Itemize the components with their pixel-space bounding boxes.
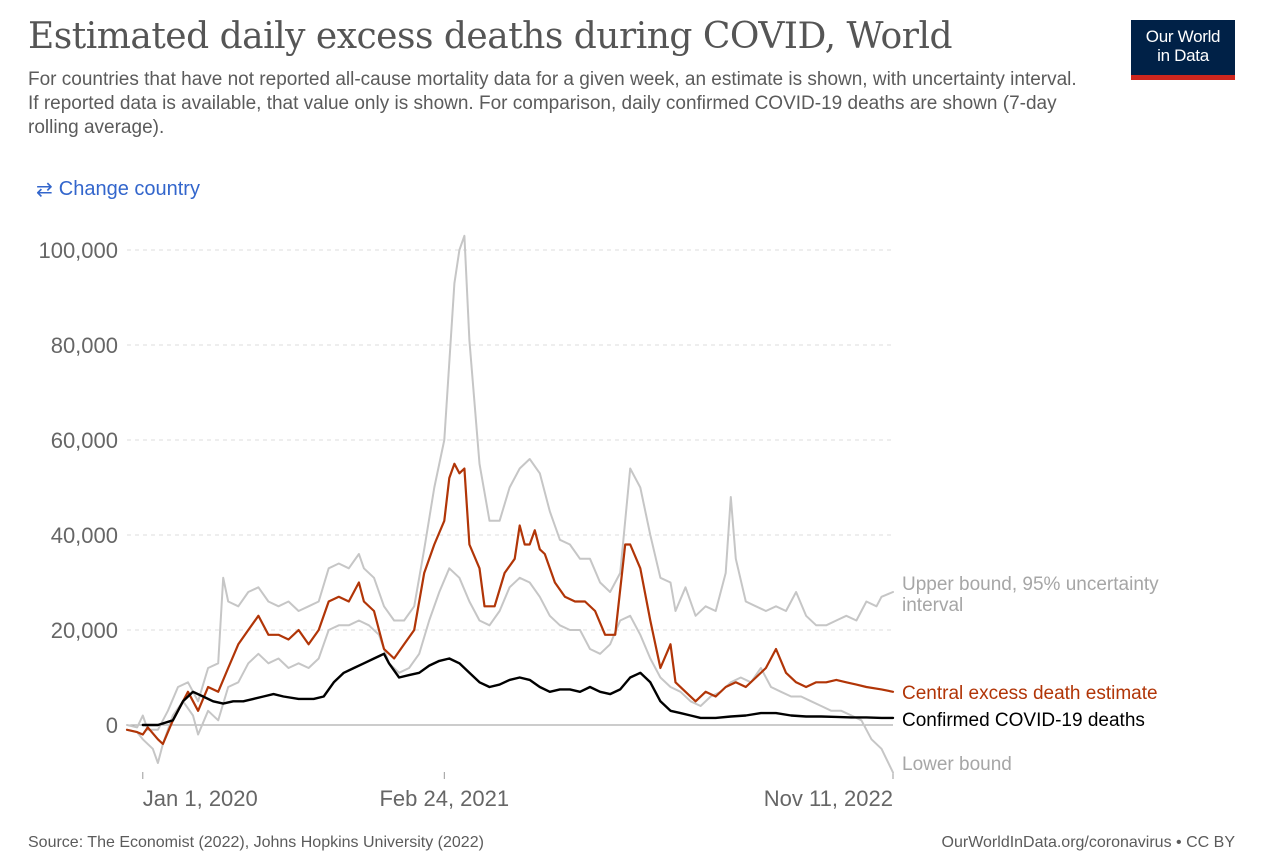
coronavirus-link[interactable]: OurWorldInData.org/coronavirus [941,834,1172,851]
source-note: Source: The Economist (2022), Johns Hopk… [28,834,484,851]
footer-right: OurWorldInData.org/coronavirus • CC BY [942,834,1235,852]
license-label: CC BY [1186,834,1235,851]
change-country-label: Change country [58,178,200,200]
owid-logo[interactable]: Our World in Data [1131,20,1235,80]
upper-bound-line[interactable] [126,234,894,731]
x-tick-label: Nov 11, 2022 [764,786,893,811]
chart-title: Estimated daily excess deaths during COV… [28,16,953,57]
y-tick-label: 80,000 [51,333,118,358]
central-estimate-legend-label[interactable]: Central excess death estimate [902,683,1158,704]
lower-bound-line[interactable] [126,567,894,774]
confirmed-deaths-line[interactable] [141,652,895,727]
y-tick-label: 0 [106,713,118,738]
chart-subtitle: For countries that have not reported all… [28,69,1077,138]
x-tick-label: Feb 24, 2021 [379,786,509,811]
change-country-button[interactable]: ⇄ Change country [36,178,200,201]
footer-separator: • [1176,834,1182,851]
y-tick-label: 100,000 [38,238,118,263]
central-estimate-line[interactable] [125,462,895,746]
y-tick-label: 40,000 [51,523,118,548]
upper-bound-legend-label[interactable]: Upper bound, 95% uncertainty interval [902,574,1159,616]
y-tick-label: 20,000 [51,618,118,643]
logo-line-1: Our World [1145,27,1221,46]
logo-line-2: in Data [1157,46,1209,65]
y-tick-label: 60,000 [51,428,118,453]
x-tick-label: Jan 1, 2020 [143,786,258,811]
swap-arrows-icon: ⇄ [36,178,53,201]
confirmed-deaths-legend-label[interactable]: Confirmed COVID-19 deaths [902,710,1145,731]
lower-bound-legend-label[interactable]: Lower bound [902,754,1012,775]
